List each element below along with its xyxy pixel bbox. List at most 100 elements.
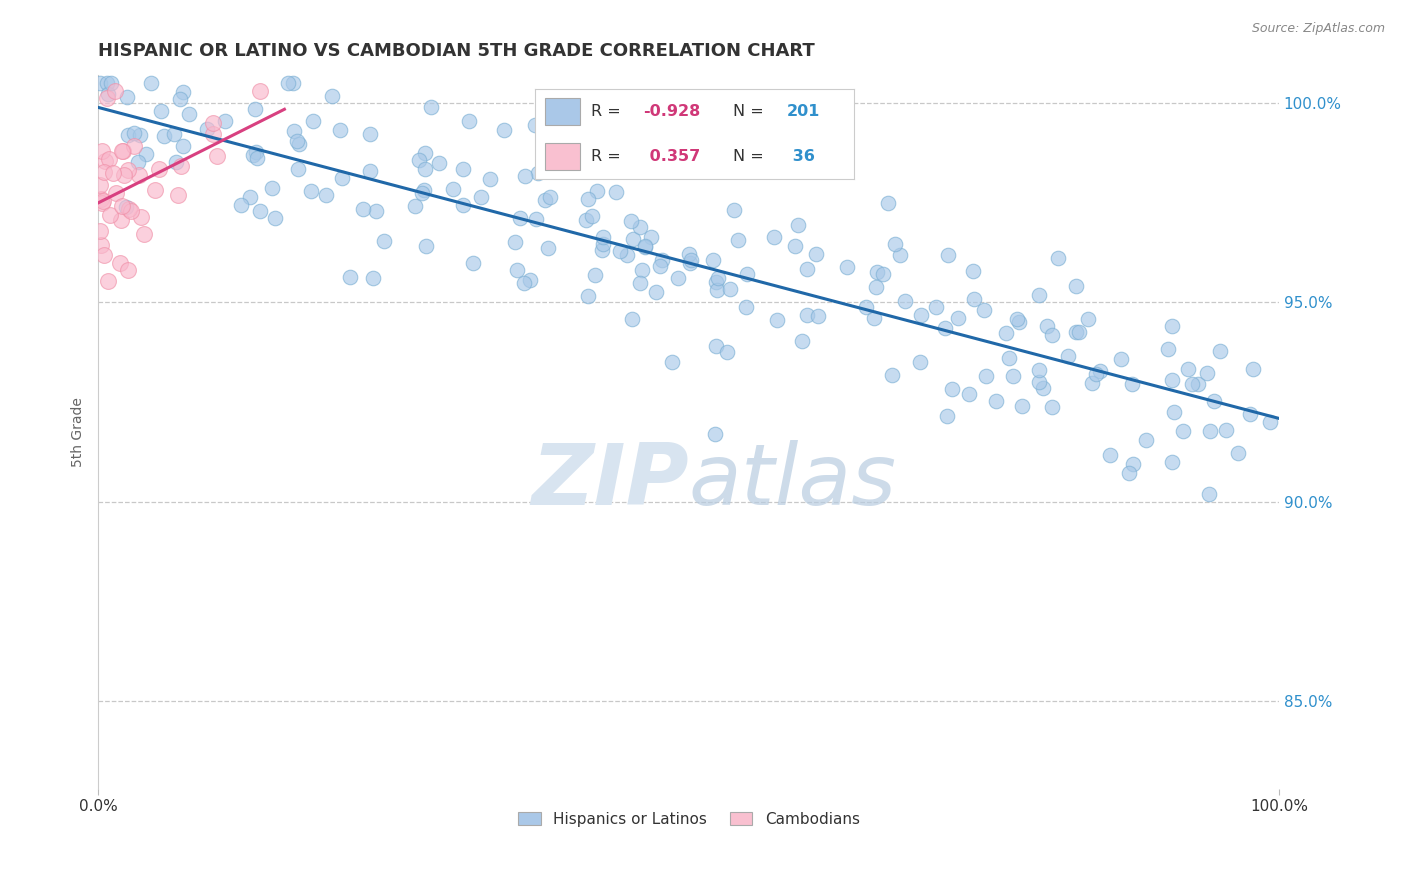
Point [884, 237, 907, 252]
Point [666, 271, 689, 285]
Point [1171, 425, 1194, 439]
Point [586, 184, 609, 198]
Point [621, 232, 644, 246]
Point [1258, 415, 1281, 429]
Point [534, 193, 557, 207]
Point [285, 134, 308, 148]
Point [93, 165, 115, 179]
Point [1028, 363, 1050, 377]
Point [96, 90, 118, 104]
Point [679, 252, 702, 267]
Point [513, 277, 536, 291]
Point [461, 256, 484, 270]
Point [287, 161, 309, 176]
Point [865, 280, 887, 294]
Point [111, 144, 134, 158]
Point [91, 144, 114, 158]
Point [427, 156, 450, 170]
Point [957, 387, 980, 401]
Point [837, 260, 859, 275]
Point [89, 76, 111, 90]
Point [605, 185, 627, 199]
Point [413, 145, 436, 160]
Point [1187, 377, 1209, 392]
Point [766, 313, 789, 327]
Point [889, 248, 911, 262]
Point [962, 264, 984, 278]
Point [1226, 446, 1249, 460]
Point [645, 285, 668, 300]
Point [129, 128, 152, 142]
Point [1040, 401, 1063, 415]
Point [631, 262, 654, 277]
Point [105, 186, 128, 200]
Point [723, 202, 745, 217]
Point [361, 271, 384, 285]
Point [735, 300, 758, 314]
Point [97, 152, 120, 166]
Point [1161, 455, 1184, 469]
Point [706, 283, 728, 297]
Point [882, 368, 904, 382]
Point [117, 163, 139, 178]
Point [287, 137, 309, 152]
Point [97, 87, 120, 102]
Point [122, 138, 145, 153]
Point [177, 106, 200, 120]
Point [974, 368, 997, 383]
Point [1135, 433, 1157, 447]
Point [704, 275, 727, 289]
Point [1160, 373, 1182, 387]
Point [141, 76, 163, 90]
Point [1239, 407, 1261, 421]
Point [1085, 368, 1108, 382]
Point [413, 162, 436, 177]
Point [855, 300, 877, 314]
Point [118, 202, 141, 217]
Point [1066, 326, 1088, 340]
Point [893, 294, 915, 309]
Point [1002, 369, 1025, 384]
Point [404, 199, 426, 213]
Point [1163, 405, 1185, 419]
Point [104, 84, 127, 98]
Point [110, 144, 132, 158]
Point [148, 162, 170, 177]
Point [364, 204, 387, 219]
Point [679, 256, 702, 270]
Point [129, 210, 152, 224]
Point [117, 263, 139, 277]
Point [986, 393, 1008, 408]
Point [419, 100, 441, 114]
Point [1199, 425, 1222, 439]
Point [96, 76, 118, 90]
Point [90, 192, 112, 206]
Point [1011, 400, 1033, 414]
Point [165, 155, 187, 169]
Point [101, 166, 124, 180]
Point [863, 311, 886, 326]
Point [97, 274, 120, 288]
Point [441, 182, 464, 196]
Point [877, 196, 900, 211]
Point [492, 123, 515, 137]
Point [998, 351, 1021, 365]
Point [925, 300, 948, 314]
Point [201, 128, 224, 142]
Point [413, 183, 436, 197]
Point [515, 169, 537, 183]
Point [936, 409, 959, 423]
Point [170, 159, 193, 173]
Point [519, 273, 541, 287]
Point [737, 267, 759, 281]
Point [1036, 318, 1059, 333]
Point [609, 244, 631, 258]
Point [143, 183, 166, 197]
Point [108, 255, 131, 269]
Point [1057, 349, 1080, 363]
Point [936, 248, 959, 262]
Point [195, 122, 218, 136]
Legend: Hispanics or Latinos, Cambodians: Hispanics or Latinos, Cambodians [510, 804, 868, 834]
Point [135, 147, 157, 161]
Point [583, 268, 606, 282]
